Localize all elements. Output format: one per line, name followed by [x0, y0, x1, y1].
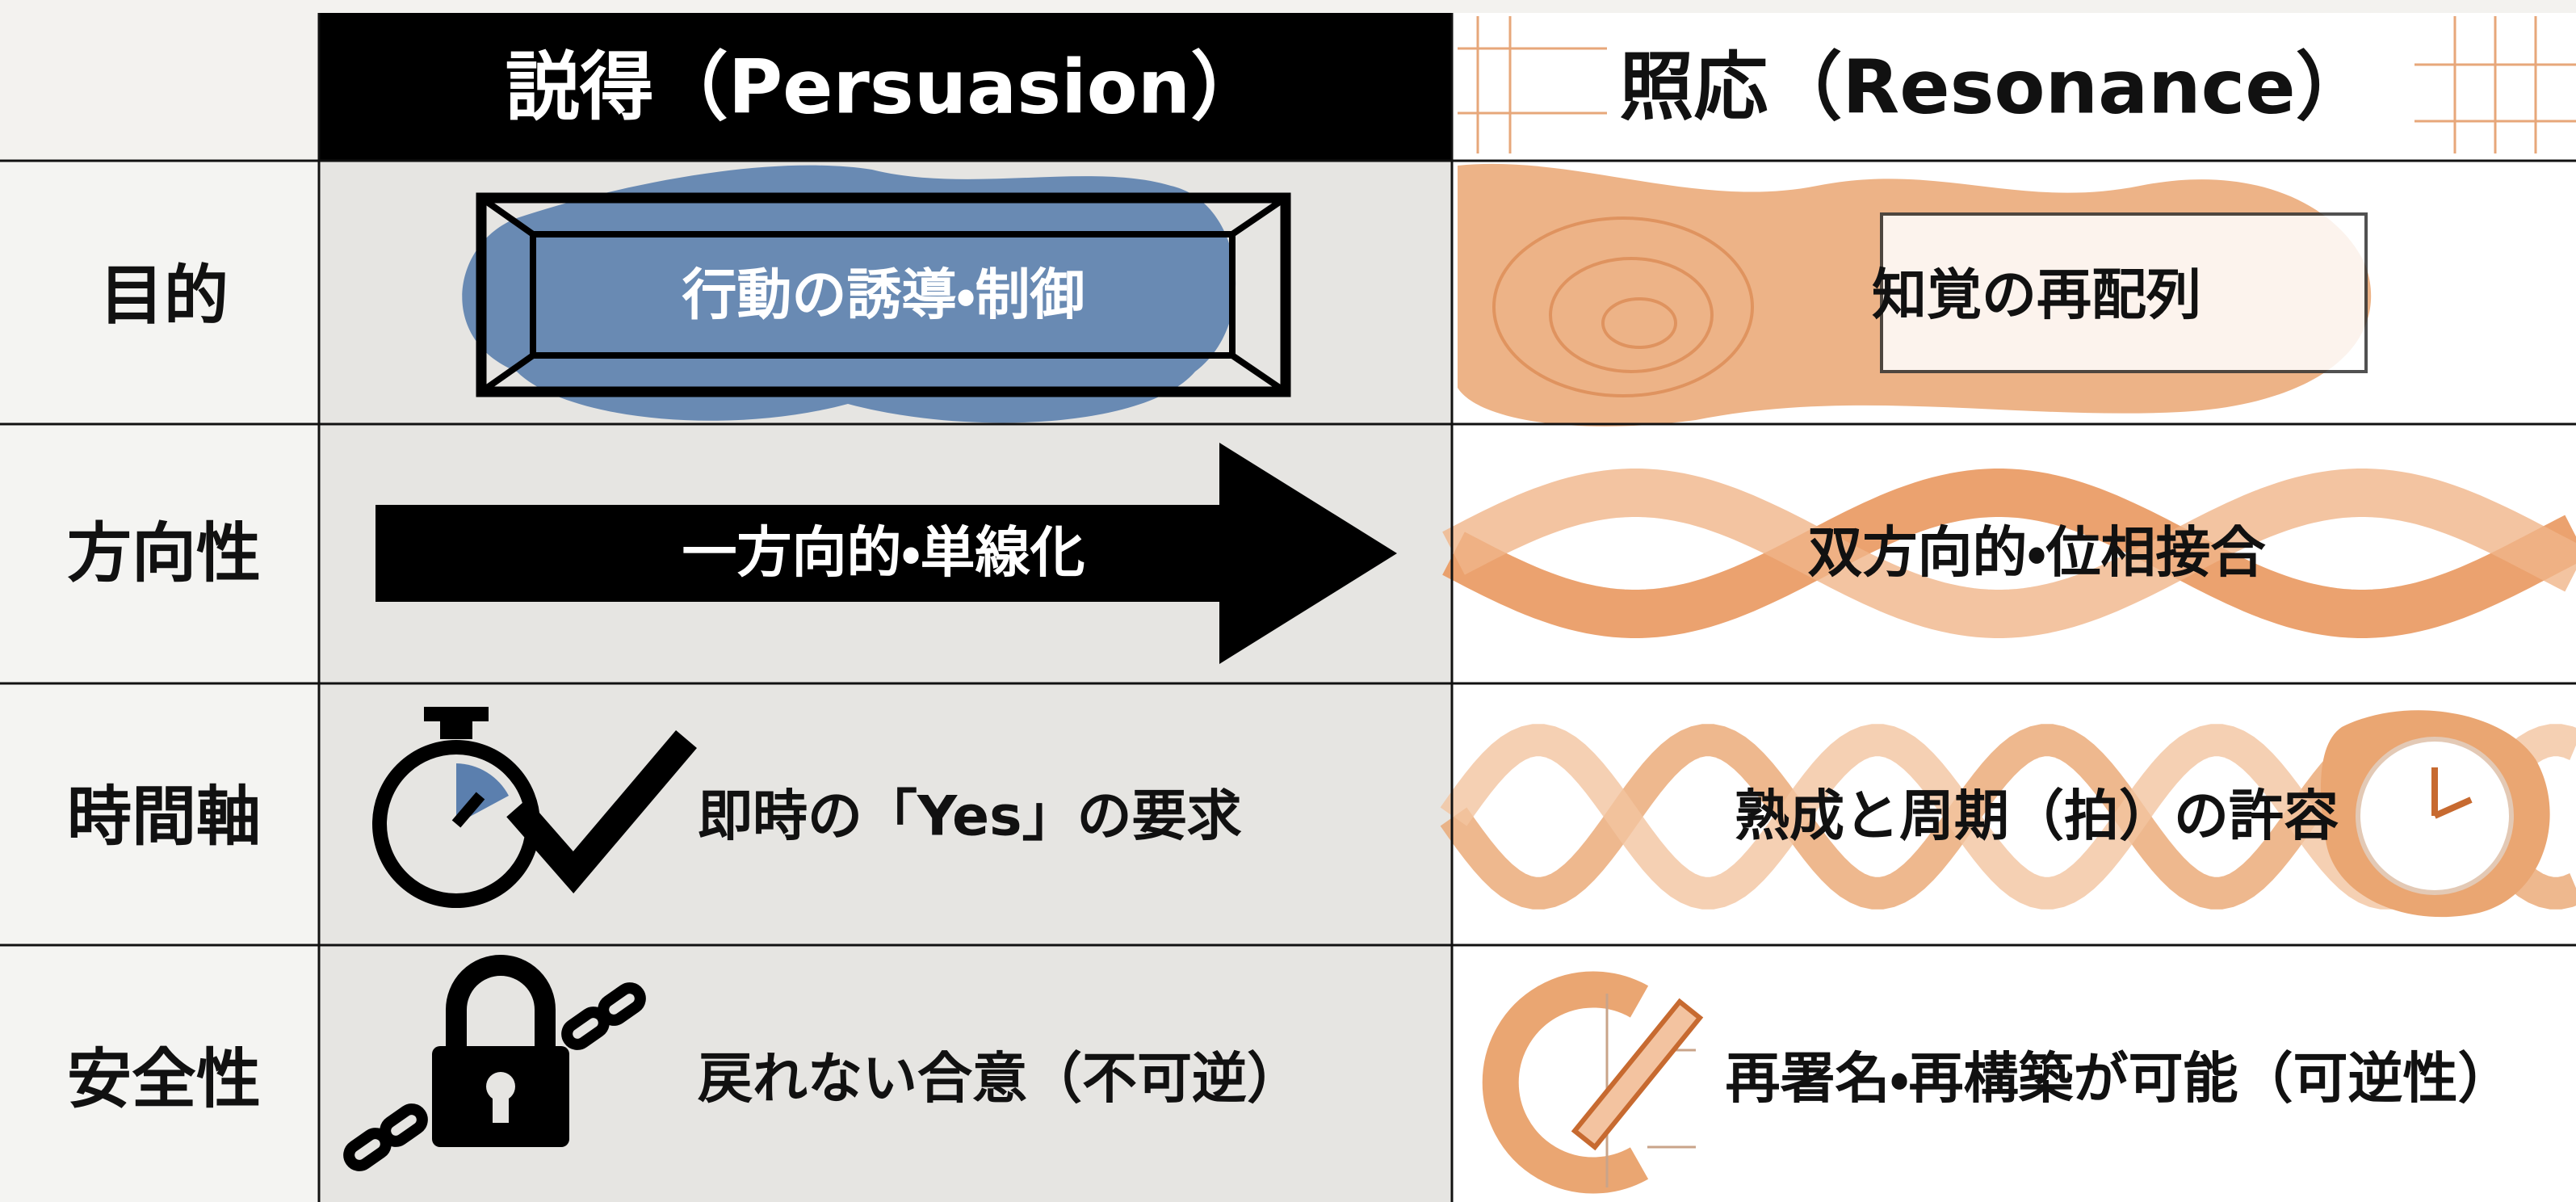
label-column — [0, 161, 319, 1202]
cell-text: 一方向的・単線化 — [682, 522, 1085, 586]
column-header: 説得（Persuasion） — [506, 44, 1265, 131]
table-grid — [0, 13, 2576, 1202]
pen-circle-icon — [1482, 971, 1704, 1194]
cell-text: 行動の誘導・制御 — [682, 264, 1085, 328]
resonance-header — [1452, 13, 2576, 161]
row-label: 目的 — [99, 258, 229, 334]
cell-text: 戻れない合意（不可逆） — [698, 1048, 1302, 1112]
wave — [1442, 469, 2576, 638]
cell-text: 知覚の再配列 — [1872, 264, 2201, 328]
row-label: 方向性 — [67, 516, 261, 591]
wave-bands — [1442, 469, 2576, 638]
contour-lines — [1492, 216, 1754, 397]
row-label: 時間軸 — [67, 780, 261, 855]
header-ornament — [1458, 16, 2576, 153]
clock-icon — [2321, 710, 2550, 918]
frame-box — [1880, 212, 2368, 373]
column-header: 照応（Resonance） — [1619, 44, 2369, 131]
stopwatch-icon — [372, 707, 697, 908]
cell-text: 熟成と周期（拍）の許容 — [1735, 785, 2339, 849]
wave — [1442, 469, 2576, 638]
frame-box — [476, 192, 1291, 397]
lock-icon — [343, 955, 646, 1171]
cell-text: 再署名・再構築が可能（可逆性） — [1725, 1048, 2512, 1112]
arrow — [375, 443, 1397, 664]
cell-text: 双方向的・位相接合 — [1807, 522, 2266, 586]
cell-text: 即時の「Yes」の要求 — [698, 785, 1242, 849]
row-label: 安全性 — [67, 1042, 261, 1117]
persuasion-header — [319, 13, 1452, 161]
